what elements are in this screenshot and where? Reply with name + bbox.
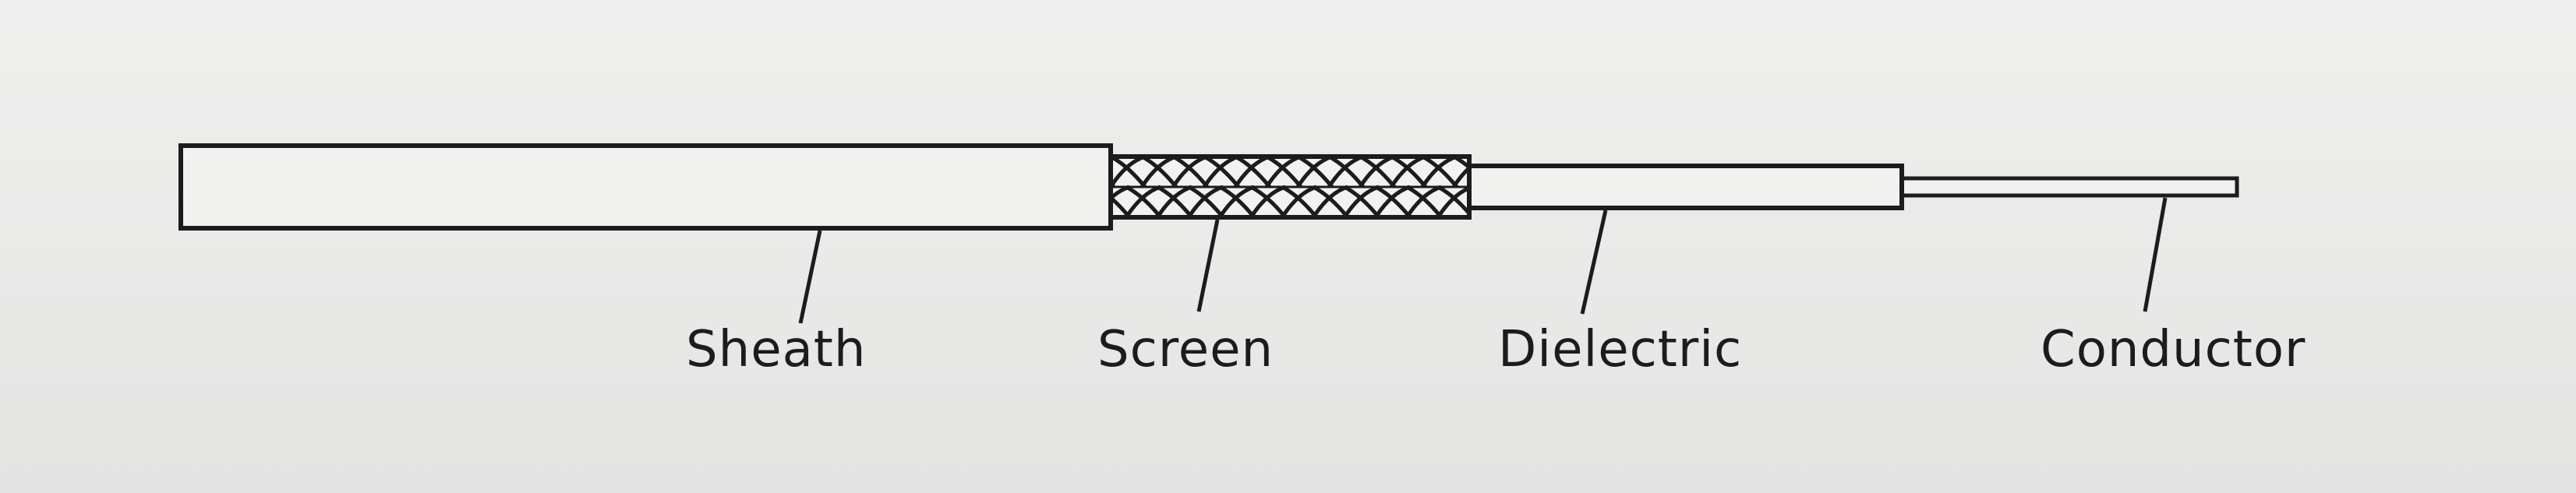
braid-strand [1436,185,1469,217]
conductor-wire [1892,176,2239,198]
screen-braid [1108,154,1472,220]
sheath-leader-line [798,230,822,324]
braid-strand [1451,165,1469,188]
sheath-label: Sheath [686,321,866,379]
screen-label: Screen [1097,321,1274,379]
dielectric-leader-line [1580,210,1608,315]
conductor-leader-line [2143,197,2168,312]
sheath-layer [178,143,1113,231]
dielectric-layer [1467,164,1904,210]
screen-leader-line [1196,219,1220,312]
dielectric-label: Dielectric [1498,321,1742,379]
conductor-label: Conductor [2041,321,2306,379]
